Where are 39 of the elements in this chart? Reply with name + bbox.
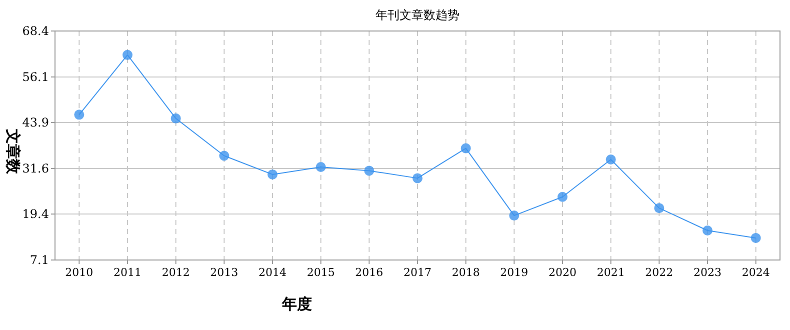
point	[170, 113, 181, 124]
x-tick-label: 2018	[452, 266, 480, 279]
x-tick-label: 2014	[258, 266, 286, 279]
x-tick-label: 2019	[500, 266, 528, 279]
y-tick-label: 7.1	[30, 253, 49, 267]
x-tick-label: 2024	[742, 266, 770, 279]
point	[316, 162, 326, 172]
point	[364, 166, 374, 176]
point	[460, 143, 471, 154]
x-tick-label: 2012	[162, 266, 190, 279]
point	[702, 225, 712, 236]
x-tick-label: 2016	[355, 266, 384, 279]
x-tick-label: 2022	[645, 266, 674, 279]
point	[412, 173, 422, 184]
x-tick-label: 2013	[210, 266, 238, 279]
x-tick-label: 2015	[306, 266, 335, 279]
point	[606, 154, 616, 165]
point	[219, 150, 230, 161]
y-tick-label: 56.1	[22, 70, 49, 84]
y-tick-label: 31.6	[22, 161, 49, 176]
point	[74, 110, 84, 120]
point	[122, 50, 132, 60]
y-axis-title: 文章数	[4, 128, 22, 175]
point	[558, 192, 568, 202]
point	[654, 203, 664, 214]
y-tick-label: 19.4	[22, 207, 50, 222]
point	[268, 169, 278, 180]
point	[750, 232, 761, 243]
point	[509, 210, 520, 221]
y-tick-label: 43.9	[22, 116, 49, 130]
x-tick-label: 2011	[114, 266, 142, 279]
chart-title: 年刊文章数趋势	[376, 8, 460, 22]
y-tick-label: 68.4	[22, 24, 50, 38]
x-tick-label: 2017	[404, 266, 432, 279]
x-tick-label: 2021	[596, 266, 625, 279]
x-axis-title: 年度	[281, 295, 312, 313]
x-tick-label: 2023	[694, 266, 722, 279]
x-tick-label: 2020	[548, 266, 576, 279]
x-tick-label: 2010	[65, 266, 94, 279]
